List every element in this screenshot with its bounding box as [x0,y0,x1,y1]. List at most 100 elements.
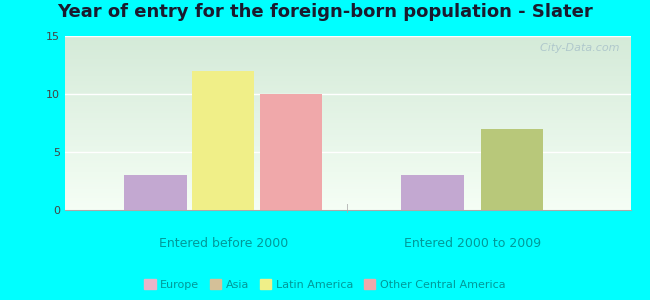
Bar [65,100,630,102]
Bar [65,114,630,116]
Bar [65,193,630,194]
Bar [65,158,630,160]
Bar [65,104,630,106]
Bar [65,40,630,41]
Bar [65,201,630,203]
Bar [65,60,630,62]
Bar [65,167,630,168]
Bar [65,151,630,153]
Bar [65,179,630,180]
Bar [65,175,630,177]
Bar [65,123,630,125]
Bar [65,191,630,193]
Bar [65,198,630,200]
Bar [192,71,254,210]
Bar [65,71,630,73]
Bar [65,95,630,97]
Bar [65,206,630,208]
Bar [65,134,630,135]
Text: Entered 2000 to 2009: Entered 2000 to 2009 [404,237,541,250]
Bar [65,147,630,149]
Bar [65,130,630,132]
Bar [65,36,630,38]
Bar [65,83,630,85]
Bar [65,173,630,175]
Text: Year of entry for the foreign-born population - Slater: Year of entry for the foreign-born popul… [57,3,593,21]
Bar [65,86,630,88]
Bar [65,38,630,40]
Bar [65,177,630,179]
Bar [260,94,322,210]
Bar [65,205,630,206]
Bar [65,200,630,201]
Bar [65,160,630,161]
Bar [65,81,630,83]
Bar [65,69,630,71]
Bar [65,163,630,165]
Text: City-Data.com: City-Data.com [533,43,619,53]
Bar [65,106,630,107]
Bar [65,135,630,137]
Bar [65,45,630,46]
Bar [65,62,630,64]
Bar [65,125,630,127]
Legend: Europe, Asia, Latin America, Other Central America: Europe, Asia, Latin America, Other Centr… [140,275,510,294]
Bar [65,53,630,55]
Bar [65,140,630,142]
Bar [65,180,630,182]
Bar [65,119,630,121]
Bar [65,186,630,188]
Bar [65,196,630,198]
Bar [65,189,630,191]
Bar [65,88,630,90]
Bar [65,142,630,144]
Bar [65,127,630,128]
Bar [65,165,630,167]
Bar [65,172,630,173]
Bar [65,112,630,114]
Bar [480,129,543,210]
Bar [65,161,630,163]
Bar [65,85,630,86]
Bar [65,41,630,43]
Bar [65,128,630,130]
Bar [65,146,630,147]
Bar [65,64,630,66]
Bar [124,175,187,210]
Bar [65,90,630,92]
Bar [65,139,630,140]
Bar [65,46,630,48]
Bar [65,93,630,95]
Bar [65,76,630,78]
Bar [65,107,630,109]
Text: |: | [346,204,349,213]
Bar [65,78,630,80]
Bar [65,194,630,196]
Bar [65,48,630,50]
Bar [65,170,630,172]
Bar [65,153,630,154]
Bar [65,118,630,119]
Bar [65,188,630,189]
Bar [65,73,630,74]
Bar [65,149,630,151]
Bar [65,154,630,156]
Bar [65,67,630,69]
Bar [65,144,630,146]
Bar [402,175,463,210]
Bar [65,137,630,139]
Bar [65,52,630,53]
Bar [65,111,630,112]
Bar [65,57,630,58]
Bar [65,132,630,134]
Bar [65,66,630,67]
Bar [65,97,630,99]
Bar [65,43,630,45]
Bar [65,102,630,104]
Bar [65,203,630,205]
Bar [65,184,630,186]
Bar [65,182,630,184]
Bar [65,50,630,52]
Text: Entered before 2000: Entered before 2000 [159,237,288,250]
Bar [65,80,630,81]
